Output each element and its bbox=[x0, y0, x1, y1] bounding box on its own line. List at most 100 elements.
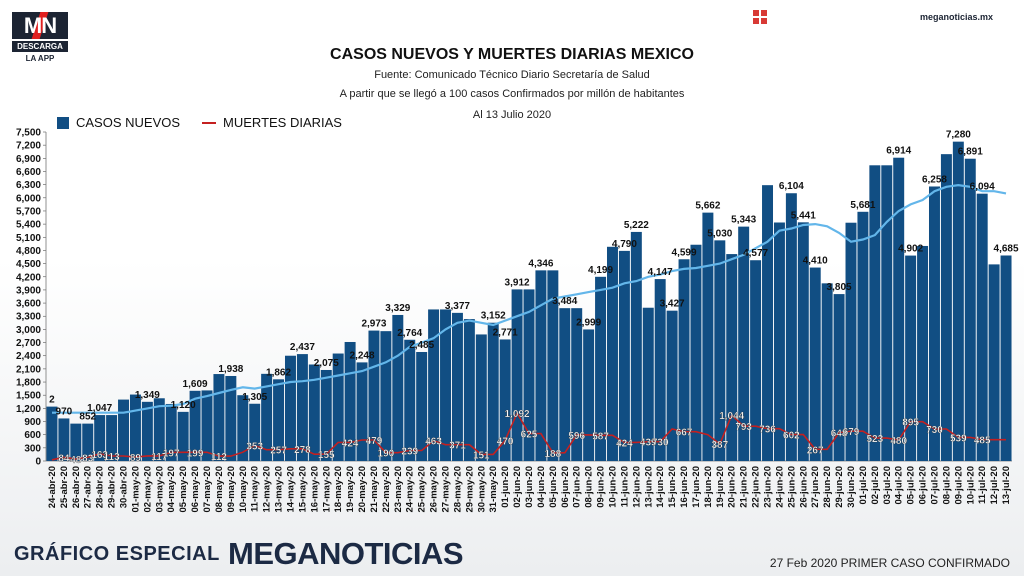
death-value-label: 113 bbox=[104, 452, 121, 463]
y-tick-label: 900 bbox=[24, 417, 41, 428]
death-value-label: 539 bbox=[950, 433, 967, 444]
death-value-label: 1,092 bbox=[505, 409, 530, 420]
bar-value-label: 3,329 bbox=[385, 303, 410, 314]
x-tick-label: 11-may-20 bbox=[250, 466, 261, 512]
bar-casos bbox=[583, 329, 595, 461]
bar-casos bbox=[225, 375, 237, 461]
death-value-label: 197 bbox=[163, 448, 180, 459]
bar-value-label: 1,120 bbox=[171, 400, 196, 411]
bar-value-label: 4,902 bbox=[898, 244, 923, 255]
bar-value-label: 5,662 bbox=[695, 201, 720, 212]
x-tick-label: 20-may-20 bbox=[357, 466, 368, 512]
death-value-label: 112 bbox=[211, 452, 228, 463]
x-tick-label: 01-may-20 bbox=[130, 466, 141, 512]
bar-casos bbox=[141, 401, 153, 461]
y-tick-label: 6,600 bbox=[16, 167, 41, 178]
bar-casos bbox=[416, 351, 428, 461]
bar-casos bbox=[261, 373, 273, 461]
x-tick-label: 01-jul-20 bbox=[858, 466, 869, 505]
bar-value-label: 5,030 bbox=[707, 228, 732, 239]
bar-casos bbox=[94, 415, 106, 461]
x-tick-label: 19-may-20 bbox=[345, 466, 356, 512]
bar-value-label: 6,104 bbox=[779, 181, 804, 192]
bar-casos bbox=[404, 339, 416, 461]
death-value-label: 353 bbox=[246, 442, 263, 453]
bar-casos bbox=[571, 308, 583, 461]
bar-value-label: 7,280 bbox=[946, 130, 971, 141]
bar-value-label: 3,427 bbox=[660, 299, 685, 310]
death-value-label: 596 bbox=[568, 431, 585, 442]
bar-casos bbox=[475, 334, 487, 461]
x-tick-label: 27-may-20 bbox=[441, 466, 452, 512]
x-tick-label: 13-jul-20 bbox=[1001, 466, 1012, 505]
x-tick-label: 29-jun-20 bbox=[834, 466, 845, 508]
deaths-line bbox=[51, 411, 1006, 461]
bar-casos bbox=[773, 222, 785, 461]
death-value-label: 89 bbox=[130, 453, 142, 464]
bar-casos bbox=[201, 390, 213, 461]
bar-casos bbox=[177, 411, 189, 461]
bar-value-label: 4,410 bbox=[803, 256, 828, 267]
app-logo[interactable]: MN DESCARGA LA APP bbox=[12, 12, 68, 63]
bar-casos bbox=[762, 185, 774, 462]
death-value-label: 648 bbox=[831, 429, 848, 440]
bar-casos bbox=[70, 423, 82, 461]
bar-value-label: 3,377 bbox=[445, 301, 470, 312]
x-tick-label: 27-abr-20 bbox=[83, 466, 94, 508]
x-tick-label: 22-may-20 bbox=[381, 466, 392, 512]
bar-value-label: 1,609 bbox=[183, 379, 208, 390]
death-value-label: 625 bbox=[521, 430, 538, 441]
y-tick-label: 4,500 bbox=[16, 259, 41, 270]
x-tick-label: 04-may-20 bbox=[166, 466, 177, 512]
bar-value-label: 6,258 bbox=[922, 174, 947, 185]
bar-casos bbox=[869, 165, 881, 461]
bar-value-label: 2 bbox=[49, 395, 55, 406]
bar-value-label: 970 bbox=[56, 406, 73, 417]
x-tick-label: 16-jun-20 bbox=[679, 466, 690, 508]
x-tick-label: 30-may-20 bbox=[476, 466, 487, 512]
x-tick-label: 11-jun-20 bbox=[619, 466, 630, 507]
bar-casos bbox=[785, 193, 797, 462]
death-value-label: 151 bbox=[473, 450, 490, 461]
death-value-label: 424 bbox=[616, 438, 633, 449]
bar-casos bbox=[618, 250, 630, 461]
x-tick-label: 05-jun-20 bbox=[548, 466, 559, 508]
bar-casos bbox=[690, 244, 702, 461]
bar-casos bbox=[833, 294, 845, 461]
bar-casos bbox=[845, 222, 857, 461]
x-tick-label: 15-may-20 bbox=[297, 466, 308, 512]
bar-value-label: 2,485 bbox=[409, 340, 434, 351]
x-tick-label: 31-may-20 bbox=[488, 466, 499, 512]
bar-value-label: 4,147 bbox=[648, 267, 673, 278]
bar-value-label: 4,577 bbox=[743, 248, 768, 259]
death-value-label: 84 bbox=[58, 453, 70, 464]
flag-icon bbox=[753, 10, 767, 24]
x-tick-label: 08-jun-20 bbox=[584, 466, 595, 508]
bar-casos bbox=[392, 314, 404, 461]
x-tick-label: 03-jun-20 bbox=[524, 466, 535, 508]
bar-casos bbox=[952, 141, 964, 461]
x-tick-label: 27-jun-20 bbox=[810, 466, 821, 508]
bar-value-label: 4,599 bbox=[672, 247, 697, 258]
bar-value-label: 5,441 bbox=[791, 210, 816, 221]
x-tick-label: 24-abr-20 bbox=[47, 466, 58, 508]
death-value-label: 730 bbox=[652, 438, 669, 449]
bar-casos bbox=[451, 312, 463, 461]
y-tick-label: 3,900 bbox=[16, 285, 41, 296]
bar-casos bbox=[82, 423, 94, 461]
bar-value-label: 1,349 bbox=[135, 390, 160, 401]
x-tick-label: 23-may-20 bbox=[393, 466, 404, 512]
site-url[interactable]: meganoticias.mx bbox=[920, 12, 994, 22]
x-tick-label: 07-jul-20 bbox=[929, 466, 940, 505]
bar-value-label: 3,805 bbox=[827, 282, 852, 293]
bar-casos bbox=[797, 222, 809, 461]
bar-casos bbox=[988, 264, 1000, 461]
legend-swatch-cases bbox=[57, 116, 69, 129]
bar-value-label: 4,199 bbox=[588, 265, 613, 276]
x-tick-label: 08-jul-20 bbox=[941, 466, 952, 505]
bar-casos bbox=[356, 362, 368, 461]
x-tick-label: 09-may-20 bbox=[226, 466, 237, 512]
legend-label-deaths: MUERTES DIARIAS bbox=[223, 115, 342, 130]
chart-date: Al 13 Julio 2020 bbox=[472, 109, 552, 121]
death-value-label: 257 bbox=[270, 446, 287, 457]
